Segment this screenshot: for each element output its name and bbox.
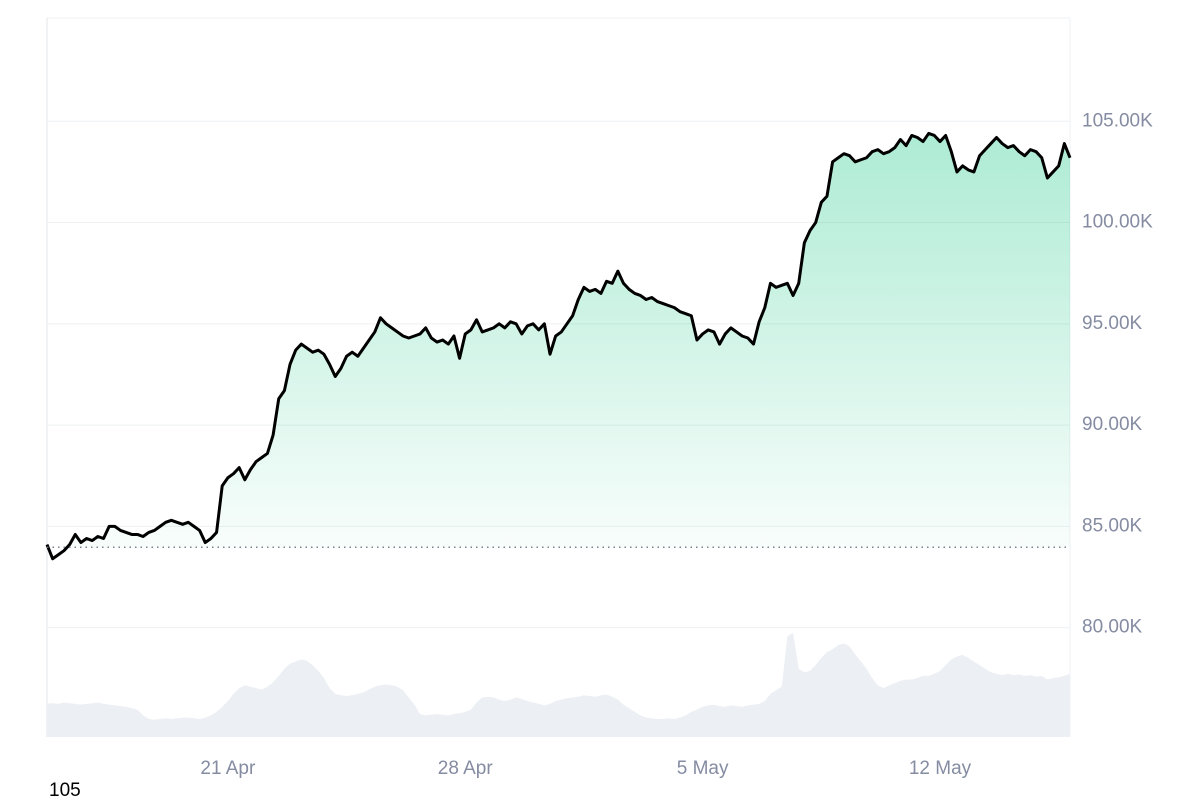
x-tick-label: 28 Apr <box>438 758 494 779</box>
volume-area <box>47 632 1070 737</box>
footer-text: 105 <box>49 780 81 800</box>
price-line <box>45 131 1072 561</box>
x-tick-label: 12 May <box>909 758 972 779</box>
y-tick-label: 100.00K <box>1082 212 1153 233</box>
y-tick-label: 80.00K <box>1082 617 1143 638</box>
y-tick-label: 105.00K <box>1082 110 1153 131</box>
y-tick-label: 95.00K <box>1082 313 1143 334</box>
price-area <box>47 133 1070 548</box>
y-tick-label: 90.00K <box>1082 414 1143 435</box>
y-tick-label: 85.00K <box>1082 515 1143 536</box>
x-tick-label: 5 May <box>677 758 729 779</box>
x-tick-label: 21 Apr <box>200 758 256 779</box>
